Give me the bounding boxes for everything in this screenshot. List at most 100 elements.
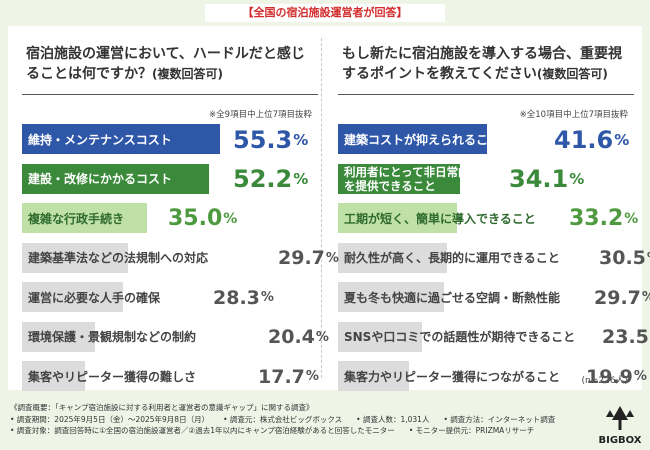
left-bar-row: 複雑な行政手続き 35.0% xyxy=(22,201,322,236)
right-chart-panel: もし新たに宿泊施設を導入する場合、重要視するポイントを教えてください(複数回答可… xyxy=(324,26,650,391)
left-bar xyxy=(22,321,96,352)
left-bar-label: 集客やリピーター獲得の難しさ xyxy=(28,369,197,384)
left-bar-row: 環境保護・景観規制などの制約 20.4% xyxy=(22,320,329,355)
footer-method: • 調査方法：インターネット調査 xyxy=(443,414,556,424)
left-bar-row: 建設・改修にかかるコスト 52.2% xyxy=(22,162,322,197)
left-bar-rows: 維持・メンテナンスコスト 55.3% 建設・改修にかかるコスト 52.2% 複雑な行政手… xyxy=(22,122,339,399)
right-value-percent-sign: % xyxy=(647,251,650,266)
left-value-number: 29.7 xyxy=(278,247,325,269)
left-bar xyxy=(22,361,86,391)
right-bar-value: 19.9% xyxy=(586,359,647,394)
left-bar-label: 建築基準法などの法規制への対応 xyxy=(28,251,209,265)
left-value-percent-sign: % xyxy=(305,369,319,384)
footer-title: 《調査概要：「キャンプ宿泊施設に対する利用者と運営者の意識ギャップ」に関する調査… xyxy=(10,403,314,412)
left-question-paren: (複数回答可) xyxy=(152,67,223,81)
right-bar xyxy=(338,203,457,233)
left-value-percent-sign: % xyxy=(293,130,309,149)
right-bar xyxy=(338,242,448,273)
right-bar-row: 夏も冬も快適に過ごせる空調・断熱性能 29.7% xyxy=(338,280,650,315)
left-bar xyxy=(22,163,210,194)
left-note: ※全9項目中上位7項目抜粋 xyxy=(209,110,312,120)
right-value-number: 29.7 xyxy=(594,286,641,309)
right-bar-row: 集客力やリピーター獲得につながること 19.9% xyxy=(338,359,647,394)
left-bar-value: 35.0% xyxy=(168,201,237,236)
right-value-number: 30.5 xyxy=(599,247,646,269)
sample-size-note: (n=226人) xyxy=(581,376,628,386)
left-bar-row: 運営に必要な人手の確保 28.3% xyxy=(22,280,322,315)
left-question-underline xyxy=(22,94,318,95)
right-bar-label: 夏も冬も快適に過ごせる空調・断熱性能 xyxy=(344,290,561,305)
left-bar-value: 17.7% xyxy=(258,359,319,394)
right-bar-value: 41.6% xyxy=(554,122,629,157)
right-bar-label: SNSや口コミでの話題性が期待できること xyxy=(344,330,576,344)
right-bar-row: 建築コストが抑えられること 41.6% xyxy=(338,122,638,157)
left-value-percent-sign: % xyxy=(223,210,238,227)
left-bar-value: 20.4% xyxy=(268,320,329,355)
right-value-percent-sign: % xyxy=(614,130,630,149)
right-value-percent-sign: % xyxy=(569,170,585,188)
left-value-percent-sign: % xyxy=(325,250,339,266)
left-value-number: 35.0 xyxy=(168,206,223,231)
left-value-number: 28.3 xyxy=(213,286,260,309)
right-value-number: 34.1 xyxy=(509,165,569,193)
right-bar-row: SNSや口コミでの話題性が期待できること 23.5% xyxy=(338,320,650,355)
left-question-text: 宿泊施設の運営において、ハードルだと感じることは何ですか？ xyxy=(26,46,305,82)
right-bar xyxy=(338,163,461,194)
right-question: もし新たに宿泊施設を導入する場合、重要視するポイントを教えてください(複数回答可… xyxy=(342,44,632,84)
right-bar-value: 30.5% xyxy=(599,241,650,276)
left-bar-value: 29.7% xyxy=(278,241,339,276)
right-question-text: もし新たに宿泊施設を導入する場合、重要視するポイントを教えてください xyxy=(342,46,622,82)
panel-divider xyxy=(321,38,322,378)
right-bar-value: 29.7% xyxy=(594,280,650,315)
right-bar-row: 耐久性が高く、長期的に運用できること 30.5% xyxy=(338,241,650,276)
right-value-number: 23.5 xyxy=(602,326,649,348)
logo-text: BIGBOX xyxy=(598,435,642,446)
banner: 【全国の宿泊施設運営者が回答】 xyxy=(205,4,445,22)
footer-people: • 調査人数：1,031人 xyxy=(356,414,430,424)
footer-target: • 調査対象：調査回答時に①全国の宿泊施設運営者／②過去1年以内にキャンプ宿泊経… xyxy=(10,426,395,435)
right-bar-label: 利用者にとって非日常的な体験を提供できること xyxy=(344,165,505,193)
left-bar xyxy=(22,124,221,154)
footer-row-2: • 調査期間：2025年9月5日（金）〜2025年9月8日（月） • 調査元：株式… xyxy=(10,414,570,426)
left-bar-value: 52.2% xyxy=(233,162,308,197)
left-value-number: 20.4 xyxy=(268,326,315,348)
left-bar-label: 複雑な行政手続き xyxy=(28,211,125,226)
right-bar xyxy=(338,321,423,352)
right-bar-label: 耐久性が高く、長期的に運用できること xyxy=(344,251,560,265)
right-value-number: 41.6 xyxy=(554,125,614,154)
right-value-percent-sign: % xyxy=(633,369,647,384)
left-bar-row: 集客やリピーター獲得の難しさ 17.7% xyxy=(22,359,322,394)
left-bar xyxy=(22,282,124,312)
right-value-percent-sign: % xyxy=(642,290,650,305)
right-value-percent-sign: % xyxy=(624,210,639,227)
left-bar-label: 維持・メンテナンスコスト xyxy=(28,132,172,147)
tree-icon xyxy=(606,406,634,430)
footer-period: • 調査期間：2025年9月5日（金）〜2025年9月8日（月） xyxy=(10,414,210,424)
left-value-number: 55.3 xyxy=(233,125,293,154)
right-bar xyxy=(338,361,410,391)
right-bar-label: 集客力やリピーター獲得につながること xyxy=(344,369,561,384)
footer-monitor: • モニター提供元：PRIZMAリサーチ xyxy=(408,426,535,435)
right-bar-row: 利用者にとって非日常的な体験を提供できること 34.1% xyxy=(338,162,638,197)
left-bar-label: 建設・改修にかかるコスト xyxy=(28,172,173,186)
right-bar-rows: 建築コストが抑えられること 41.6% 利用者にとって非日常的な体験を提供できること… xyxy=(338,122,650,399)
left-bar xyxy=(22,203,148,233)
left-chart-panel: 宿泊施設の運営において、ハードルだと感じることは何ですか？(複数回答可) ※全9… xyxy=(8,26,339,391)
bigbox-logo: BIGBOX xyxy=(598,404,642,446)
right-bar-value: 23.5% xyxy=(602,320,650,355)
right-question-paren: (複数回答可) xyxy=(536,67,608,81)
left-value-number: 52.2 xyxy=(233,165,293,193)
footer-org: • 調査元：株式会社ビッグボックス xyxy=(223,414,343,424)
left-bar-label: 環境保護・景観規制などの制約 xyxy=(28,330,197,344)
right-bar-label: 建築コストが抑えられること xyxy=(344,132,501,147)
left-value-number: 17.7 xyxy=(258,365,305,388)
left-bar-row: 維持・メンテナンスコスト 55.3% xyxy=(22,122,322,157)
left-value-percent-sign: % xyxy=(315,329,329,345)
right-bar xyxy=(338,124,488,154)
right-value-number: 33.2 xyxy=(569,206,624,231)
right-value-number: 19.9 xyxy=(586,365,633,388)
right-bar-value: 33.2% xyxy=(569,201,638,236)
right-bar-label: 工期が短く、簡単に導入できること xyxy=(344,211,536,226)
survey-footer: 《調査概要：「キャンプ宿泊施設に対する利用者と運営者の意識ギャップ」に関する調査… xyxy=(10,402,570,437)
left-bar xyxy=(22,242,129,273)
